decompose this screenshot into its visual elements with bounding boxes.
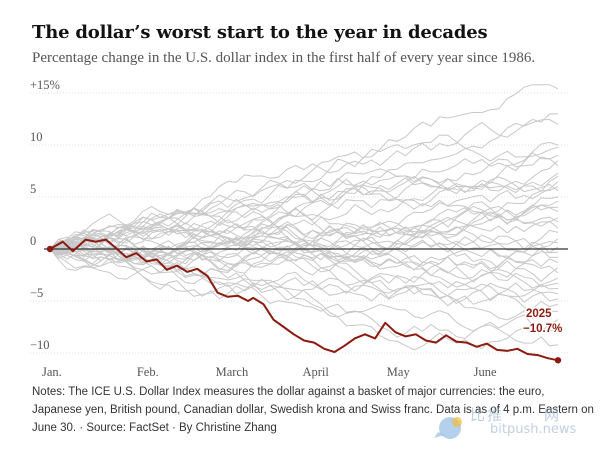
background-year-line xyxy=(49,243,559,304)
chart-title: The dollar’s worst start to the year in … xyxy=(32,22,488,43)
x-tick-label: April xyxy=(302,365,329,379)
x-axis-tick-labels: Jan. Feb. March April May June xyxy=(42,365,497,379)
series-line-2025 xyxy=(49,238,559,362)
y-tick-label: −5 xyxy=(30,286,43,300)
background-year-line xyxy=(49,222,559,283)
background-year-line xyxy=(49,229,559,261)
background-year-line xyxy=(49,239,559,321)
background-year-line xyxy=(49,134,559,250)
background-year-line xyxy=(49,204,559,274)
notes-line-2: Japanese yen, British pound, Canadian do… xyxy=(32,404,594,416)
notes-line-1: Notes: The ICE U.S. Dollar Index measure… xyxy=(32,386,545,398)
background-year-line xyxy=(49,118,559,256)
x-tick-label: March xyxy=(216,365,249,379)
y-tick-label: +15% xyxy=(30,80,60,92)
background-year-line xyxy=(49,201,559,253)
y-tick-label: −10 xyxy=(30,338,50,352)
notes-line-3: June 30. · Source: FactSet · By Christin… xyxy=(32,422,277,434)
background-year-line xyxy=(49,246,559,305)
chart-notes: Notes: The ICE U.S. Dollar Index measure… xyxy=(32,383,594,437)
background-year-line xyxy=(49,244,559,347)
background-year-line xyxy=(49,229,559,272)
series-end-dot xyxy=(554,357,562,364)
y-axis-tick-labels: +15% 10 5 0 −5 −10 xyxy=(30,80,60,352)
gridlines xyxy=(30,92,568,354)
y-tick-label: 5 xyxy=(30,182,36,196)
watermark-text-cn: 比推 xyxy=(470,406,505,424)
background-year-line xyxy=(49,84,559,252)
watermark-text-url: bitpush.news xyxy=(490,422,577,437)
watermark-text-cn-2: 网 xyxy=(544,406,562,424)
background-year-line xyxy=(49,172,559,265)
background-year-line xyxy=(49,216,559,290)
background-year-line xyxy=(49,113,559,250)
background-year-lines xyxy=(49,84,559,351)
background-year-line xyxy=(49,208,559,283)
background-year-line xyxy=(49,200,559,256)
x-tick-label: May xyxy=(387,365,411,379)
background-year-line xyxy=(49,186,559,253)
series-start-dot xyxy=(46,245,54,253)
background-year-line xyxy=(49,225,559,313)
bird-logo-icon xyxy=(434,417,462,439)
chart-subtitle: Percentage change in the U.S. dollar ind… xyxy=(32,50,536,66)
y-tick-label: 0 xyxy=(30,234,36,248)
x-tick-label: June xyxy=(474,365,497,379)
background-year-line xyxy=(49,230,559,271)
series-value-label: −10.7% xyxy=(523,323,562,335)
y-tick-label: 10 xyxy=(30,130,43,144)
background-year-line xyxy=(49,176,559,263)
background-year-line xyxy=(49,223,559,258)
x-tick-label: Jan. xyxy=(42,365,62,379)
background-year-line xyxy=(49,160,559,254)
background-year-line xyxy=(49,204,559,250)
series-label-2025: 2025 xyxy=(526,308,552,320)
watermark: 比推 网 bitpush.news xyxy=(432,404,592,444)
x-tick-label: Feb. xyxy=(137,365,159,379)
